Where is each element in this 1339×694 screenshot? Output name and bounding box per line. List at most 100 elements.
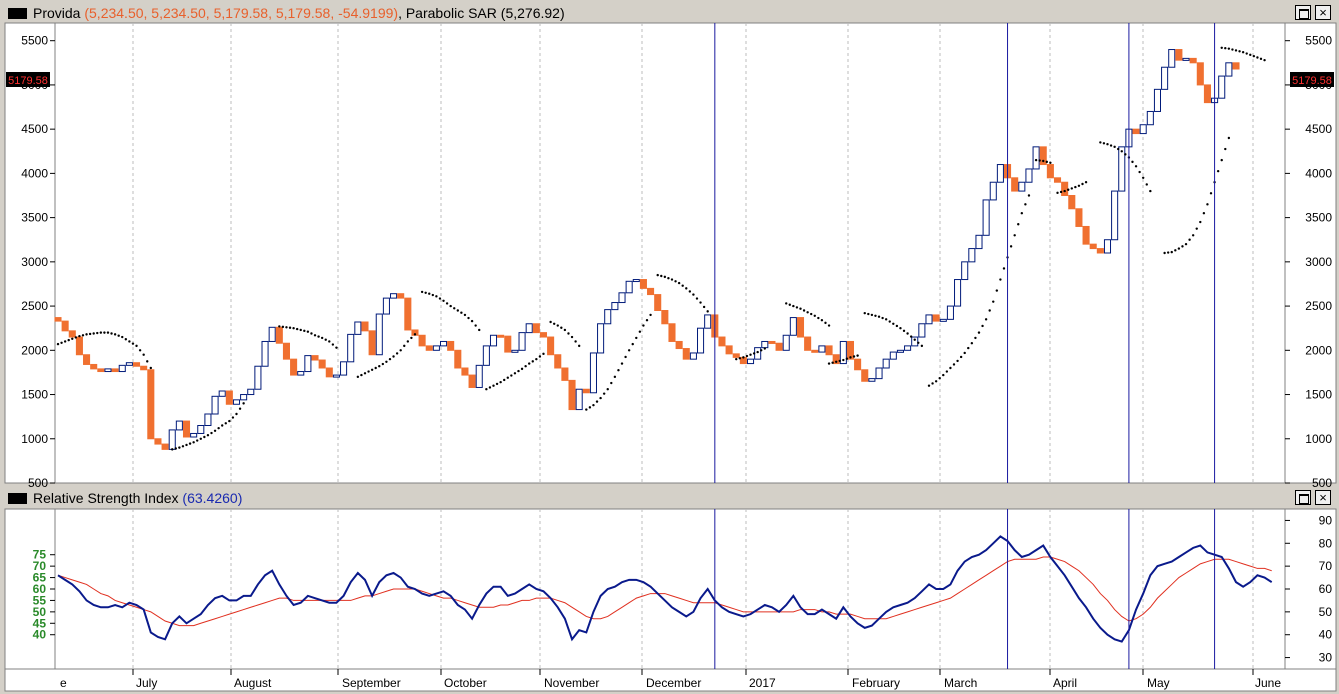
pane-menu-icon[interactable] bbox=[8, 493, 27, 504]
sar-dot bbox=[438, 297, 442, 300]
candle bbox=[1118, 146, 1126, 192]
sar-dot bbox=[142, 353, 145, 356]
sar-dot bbox=[867, 312, 870, 316]
sar-dot bbox=[681, 284, 684, 287]
candle bbox=[732, 353, 740, 358]
candle bbox=[518, 332, 526, 351]
candle bbox=[925, 314, 933, 325]
rsi-tick-label: 80 bbox=[1319, 536, 1333, 550]
sar-dot bbox=[1074, 185, 1077, 189]
sar-dot bbox=[485, 388, 488, 391]
pane-menu-icon[interactable] bbox=[8, 8, 27, 19]
sar-dot bbox=[99, 331, 103, 334]
price-tick-label: 4500 bbox=[21, 122, 48, 136]
sar-dot bbox=[381, 362, 385, 366]
sar-dot bbox=[810, 312, 813, 316]
sar-dot bbox=[1238, 50, 1241, 53]
candle bbox=[318, 359, 326, 369]
candle bbox=[746, 358, 755, 365]
candle bbox=[368, 330, 376, 356]
candle bbox=[197, 425, 205, 434]
indicator-name: Parabolic SAR bbox=[405, 5, 497, 21]
price-tick-label: 1500 bbox=[1305, 388, 1332, 402]
candle bbox=[97, 368, 105, 373]
sar-dot bbox=[877, 315, 881, 318]
candle bbox=[225, 390, 233, 405]
sar-dot bbox=[1059, 190, 1063, 194]
rsi-pane-maximize-button[interactable] bbox=[1295, 490, 1311, 505]
candle bbox=[882, 358, 890, 369]
candle bbox=[1132, 128, 1140, 135]
sar-dot bbox=[410, 336, 413, 340]
sar-dot bbox=[506, 376, 509, 379]
candle bbox=[1068, 195, 1076, 210]
candle bbox=[1089, 243, 1097, 250]
candle bbox=[639, 279, 647, 289]
sar-dot bbox=[992, 300, 995, 303]
sar-dot bbox=[1124, 153, 1127, 156]
sar-dot bbox=[667, 277, 670, 280]
sar-dot bbox=[63, 340, 67, 343]
candle bbox=[218, 390, 226, 397]
sar-dot bbox=[435, 295, 438, 298]
price-tick-label: 4500 bbox=[1305, 122, 1332, 136]
rsi-tick-label: 60 bbox=[33, 582, 47, 596]
rsi-pane-close-button[interactable]: × bbox=[1315, 490, 1331, 505]
price-tick-label: 4000 bbox=[21, 166, 48, 180]
candle bbox=[204, 413, 212, 426]
sar-dot bbox=[1227, 136, 1231, 140]
sar-dot bbox=[827, 324, 831, 327]
candle bbox=[432, 345, 440, 351]
sar-dot bbox=[752, 352, 756, 355]
sar-dot bbox=[78, 334, 81, 338]
vertical-marker-lines bbox=[714, 23, 1216, 669]
rsi-tick-label: 40 bbox=[1319, 628, 1333, 642]
candle bbox=[439, 340, 448, 347]
sar-dot bbox=[378, 365, 381, 368]
price-tick-label: 4000 bbox=[1305, 166, 1332, 180]
sar-dot bbox=[1216, 169, 1220, 173]
candle bbox=[1189, 57, 1197, 64]
sar-dot bbox=[335, 346, 338, 349]
sar-dot bbox=[613, 375, 617, 379]
sar-dot bbox=[1163, 251, 1166, 255]
rsi-value: (63.4260) bbox=[182, 490, 243, 506]
sar-dot bbox=[313, 334, 317, 337]
candle bbox=[525, 323, 533, 334]
sar-dot bbox=[524, 365, 527, 368]
x-label: April bbox=[1053, 676, 1077, 690]
sar-dot bbox=[356, 375, 360, 379]
candle bbox=[247, 388, 255, 396]
price-pane-maximize-button[interactable] bbox=[1295, 5, 1311, 20]
sar-dot bbox=[138, 349, 142, 352]
candle bbox=[104, 368, 112, 373]
sar-dot bbox=[635, 336, 638, 340]
candle bbox=[340, 361, 348, 376]
sar-dot bbox=[610, 381, 613, 385]
sar-dot bbox=[1234, 49, 1238, 52]
sar-dot bbox=[1227, 47, 1231, 50]
candle bbox=[504, 335, 512, 353]
sar-dot bbox=[913, 338, 916, 341]
candle bbox=[939, 318, 947, 322]
sar-dot bbox=[870, 313, 874, 317]
sar-dot bbox=[1188, 238, 1191, 241]
price-pane-close-button[interactable]: × bbox=[1315, 5, 1331, 20]
rsi-ma-line bbox=[57, 556, 1272, 627]
candle bbox=[161, 443, 169, 450]
candle bbox=[1218, 75, 1226, 99]
candle bbox=[461, 367, 469, 376]
candle bbox=[447, 340, 455, 351]
sar-dot bbox=[1252, 54, 1256, 58]
candle bbox=[582, 388, 590, 394]
sar-dot bbox=[310, 332, 313, 335]
sar-dot bbox=[1120, 150, 1123, 153]
sar-dot bbox=[456, 309, 460, 312]
sar-dot bbox=[742, 356, 745, 359]
candle bbox=[261, 340, 269, 367]
sar-dot bbox=[192, 441, 195, 444]
sar-dot bbox=[74, 336, 78, 339]
sar-dot bbox=[495, 382, 499, 386]
